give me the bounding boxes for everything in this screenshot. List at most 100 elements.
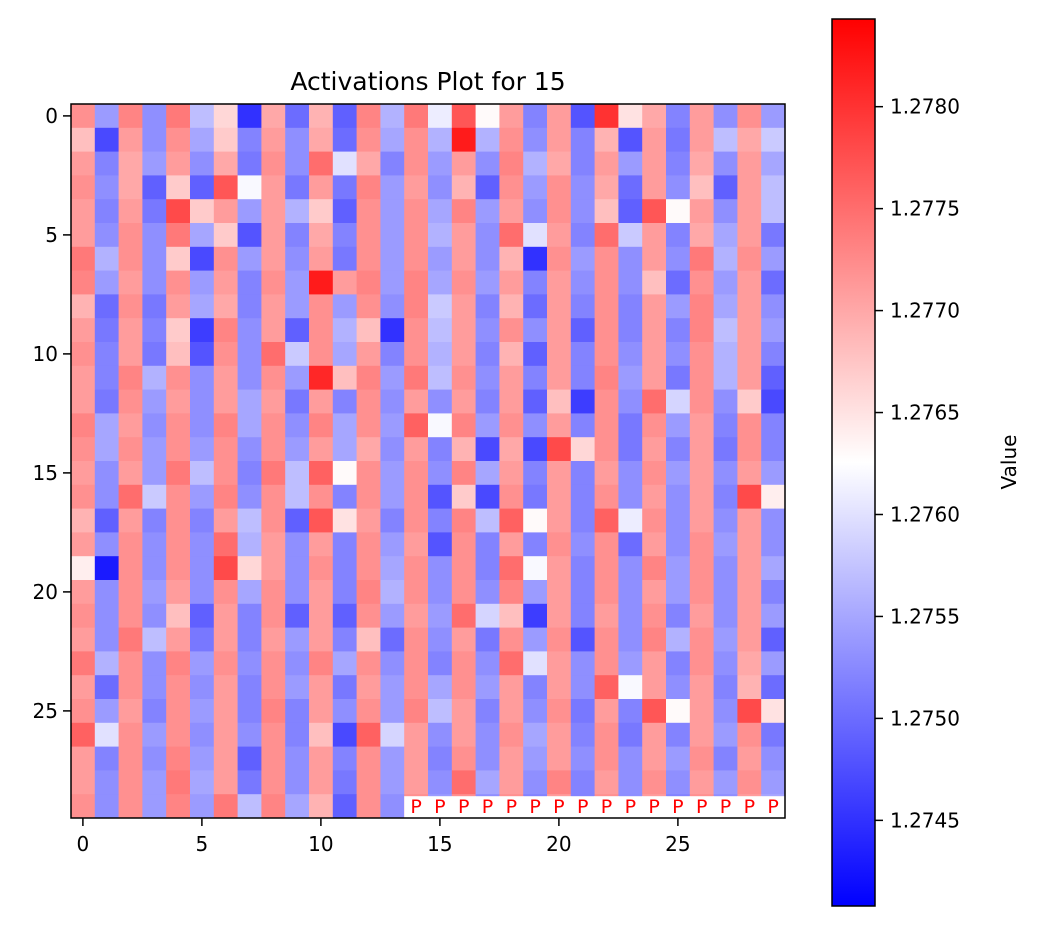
heatmap-cell <box>285 413 310 438</box>
heatmap-cell <box>689 389 714 414</box>
heatmap-cell <box>356 484 381 509</box>
heatmap-cell <box>237 127 262 152</box>
heatmap-cell <box>237 104 262 129</box>
heatmap-cell <box>713 270 738 295</box>
heatmap-cell <box>761 437 786 462</box>
heatmap-cell <box>118 484 143 509</box>
heatmap-cell <box>594 508 619 533</box>
marker-background <box>499 796 524 818</box>
heatmap-cell <box>547 389 572 414</box>
heatmap-cell <box>94 651 119 676</box>
heatmap-cell <box>94 127 119 152</box>
heatmap-cell <box>309 294 334 319</box>
heatmap-cell <box>689 746 714 771</box>
heatmap-cell <box>428 580 453 605</box>
heatmap-cell <box>190 651 215 676</box>
heatmap-cell <box>666 603 691 628</box>
heatmap-cell <box>213 294 238 319</box>
heatmap-cell <box>356 794 381 819</box>
heatmap-cell <box>594 365 619 390</box>
marker-background <box>404 796 429 818</box>
heatmap-cell <box>761 675 786 700</box>
heatmap-cell <box>451 365 476 390</box>
heatmap-cell <box>594 413 619 438</box>
heatmap-cell <box>213 627 238 652</box>
heatmap-cell <box>594 342 619 367</box>
heatmap-cell <box>356 365 381 390</box>
heatmap-cell <box>332 770 357 795</box>
heatmap-cell <box>642 175 667 200</box>
heatmap-cell <box>309 246 334 271</box>
heatmap-cell <box>142 151 167 176</box>
heatmap-cell <box>261 461 286 486</box>
heatmap-cell <box>71 699 96 724</box>
heatmap-cell <box>547 342 572 367</box>
heatmap-cell <box>309 603 334 628</box>
heatmap-cell <box>380 127 405 152</box>
heatmap-cell <box>523 294 548 319</box>
heatmap-cell <box>451 318 476 343</box>
heatmap-cell <box>761 580 786 605</box>
heatmap-cell <box>618 603 643 628</box>
heatmap-cell <box>309 342 334 367</box>
heatmap-cell <box>737 722 762 747</box>
heatmap-cell <box>404 675 429 700</box>
heatmap-cell <box>261 318 286 343</box>
heatmap-cell <box>428 627 453 652</box>
heatmap-cell <box>475 461 500 486</box>
heatmap-cell <box>523 675 548 700</box>
heatmap-cell <box>261 603 286 628</box>
y-tick-label: 0 <box>45 104 58 128</box>
heatmap-cell <box>118 175 143 200</box>
heatmap-cell <box>666 722 691 747</box>
heatmap-cell <box>380 603 405 628</box>
heatmap-cell <box>142 770 167 795</box>
heatmap-cell <box>761 104 786 129</box>
heatmap-cell <box>356 508 381 533</box>
heatmap-cell <box>404 699 429 724</box>
heatmap-cell <box>475 270 500 295</box>
heatmap-cell <box>523 746 548 771</box>
heatmap-cell <box>547 151 572 176</box>
heatmap-cell <box>404 246 429 271</box>
heatmap-cell <box>594 127 619 152</box>
marker-label: P <box>434 796 445 818</box>
y-tick-label: 5 <box>45 223 58 247</box>
heatmap-cell <box>190 127 215 152</box>
heatmap-cell <box>285 246 310 271</box>
heatmap-cell <box>309 794 334 819</box>
heatmap-cell <box>332 318 357 343</box>
heatmap-cell <box>213 365 238 390</box>
heatmap-cell <box>356 246 381 271</box>
heatmap-cell <box>166 175 191 200</box>
heatmap-cell <box>499 413 524 438</box>
heatmap-cell <box>713 104 738 129</box>
heatmap-cell <box>380 342 405 367</box>
heatmap-cell <box>689 675 714 700</box>
heatmap-cell <box>523 556 548 581</box>
heatmap-cell <box>237 794 262 819</box>
heatmap-cell <box>666 270 691 295</box>
heatmap-cell <box>118 770 143 795</box>
heatmap-cell <box>523 342 548 367</box>
heatmap-cell <box>380 270 405 295</box>
heatmap-cell <box>475 365 500 390</box>
heatmap-cell <box>213 318 238 343</box>
heatmap-cell <box>309 151 334 176</box>
heatmap-cell <box>380 104 405 129</box>
heatmap-cell <box>594 104 619 129</box>
heatmap-cell <box>547 246 572 271</box>
heatmap-cell <box>547 104 572 129</box>
heatmap-cell <box>475 342 500 367</box>
heatmap-cell <box>380 365 405 390</box>
heatmap-cell <box>213 461 238 486</box>
plot-frame <box>70 103 786 819</box>
heatmap-cell <box>761 651 786 676</box>
heatmap-cell <box>356 223 381 248</box>
heatmap-cell <box>213 270 238 295</box>
heatmap-cell <box>356 461 381 486</box>
heatmap-cell <box>523 532 548 557</box>
heatmap-cell <box>142 794 167 819</box>
heatmap-cell <box>261 270 286 295</box>
